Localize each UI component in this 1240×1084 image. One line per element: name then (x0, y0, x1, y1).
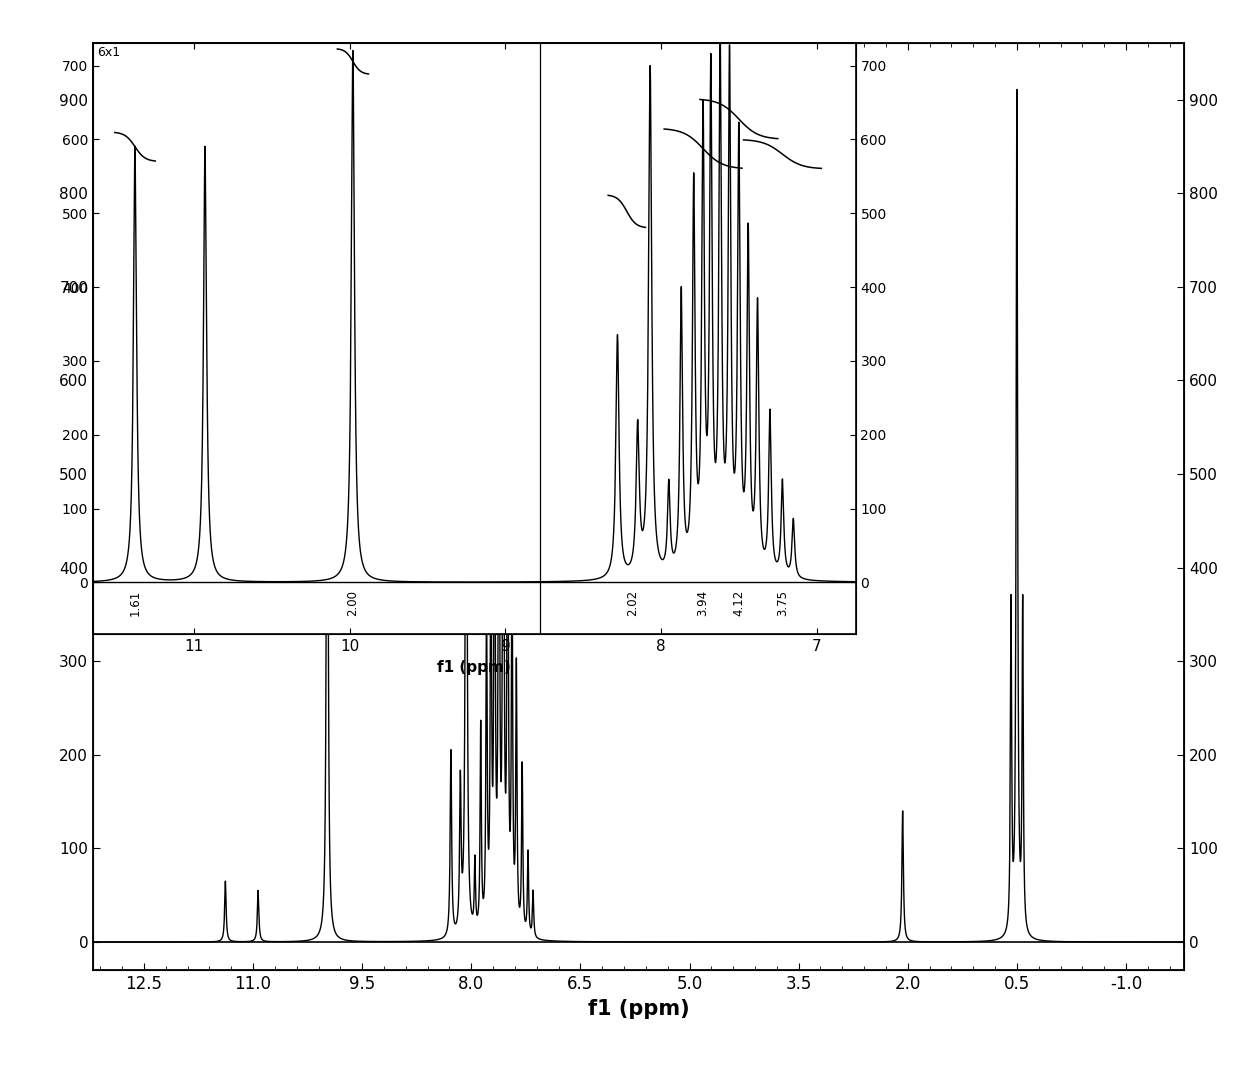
Text: 2.02: 2.02 (626, 590, 640, 616)
X-axis label: f1 (ppm): f1 (ppm) (438, 659, 511, 674)
Text: 3.75: 3.75 (776, 590, 789, 616)
Text: 1.61: 1.61 (129, 590, 141, 616)
Text: 6x1: 6x1 (97, 47, 120, 60)
X-axis label: f1 (ppm): f1 (ppm) (588, 998, 689, 1019)
Text: 2.00: 2.00 (346, 590, 360, 616)
Text: 3.94: 3.94 (697, 590, 709, 616)
Text: 4.12: 4.12 (733, 590, 745, 616)
